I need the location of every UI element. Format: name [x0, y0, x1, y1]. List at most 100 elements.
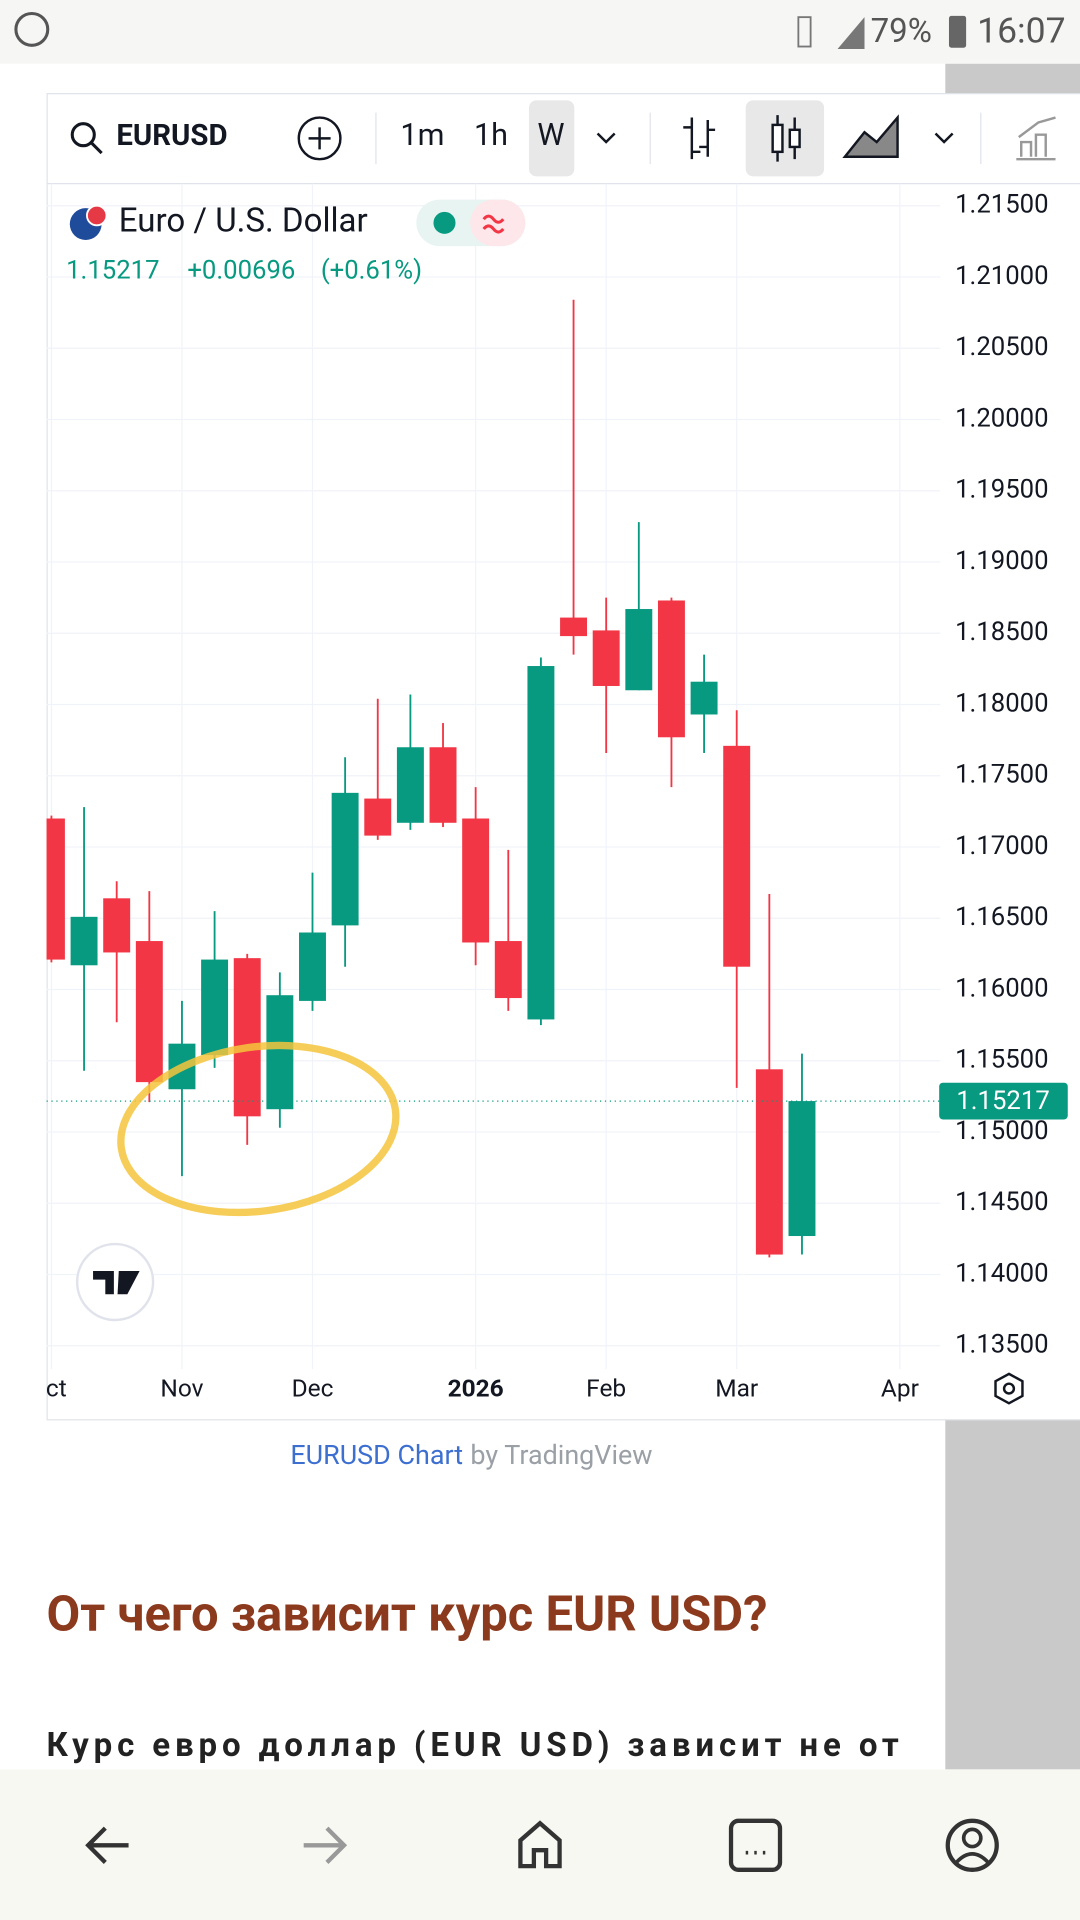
candle-body — [70, 916, 98, 966]
y-tick-label: 1.18500 — [955, 617, 1048, 647]
battery-icon — [948, 15, 967, 48]
candle-body — [788, 1101, 816, 1237]
interval[interactable]: 1h — [474, 118, 508, 153]
data-icon — [797, 16, 812, 48]
candle-body — [494, 941, 522, 999]
settings-icon[interactable] — [994, 1372, 1024, 1405]
clock: 16:07 — [977, 9, 1065, 51]
y-tick-label: 1.21000 — [955, 261, 1048, 291]
tradingview-logo-mark — [93, 1271, 140, 1295]
x-tick-label: Mar — [715, 1373, 758, 1402]
candles-icon-body — [771, 123, 784, 154]
interval-selected — [528, 100, 575, 177]
credit-text: by TradingView — [470, 1439, 652, 1471]
market-open-dot — [433, 211, 456, 234]
candle-body — [723, 745, 751, 967]
candle-body — [103, 898, 131, 953]
chart-widget — [46, 93, 1080, 1421]
y-tick-label: 1.15500 — [955, 1045, 1048, 1075]
y-tick-label: 1.17000 — [955, 831, 1048, 861]
x-tick-label: Nov — [160, 1373, 203, 1402]
y-tick-label: 1.15000 — [955, 1116, 1048, 1146]
home-button[interactable] — [518, 1820, 562, 1869]
delayed-icon — [482, 214, 505, 234]
forward-button[interactable] — [303, 1826, 348, 1864]
candle-body — [331, 792, 359, 926]
search-icon-handle — [90, 142, 103, 155]
article-paragraph: Курс евро доллар (EUR USD) зависит не от — [47, 1726, 899, 1765]
x-tick-label: ct — [46, 1373, 67, 1402]
profile-button[interactable] — [945, 1818, 999, 1872]
candles-icon-body — [788, 128, 801, 149]
chart-type-selected — [745, 100, 825, 177]
candle-body — [266, 995, 294, 1110]
candle-body — [690, 681, 718, 715]
y-tick-label: 1.17500 — [955, 760, 1048, 790]
price-change: +0.00696 — [187, 256, 295, 286]
symbol[interactable]: EURUSD — [116, 119, 227, 153]
bars-icon[interactable] — [683, 117, 716, 160]
nav-bar — [0, 1769, 1080, 1920]
add-compare[interactable] — [297, 116, 342, 161]
candle-body — [233, 958, 261, 1117]
candle-body — [462, 818, 490, 943]
y-tick-label: 1.20500 — [955, 332, 1048, 362]
candle-body — [527, 666, 555, 1020]
status-bar — [0, 0, 1080, 64]
y-tick-label: 1.20000 — [955, 403, 1048, 433]
y-tick-label: 1.19500 — [955, 475, 1048, 505]
candle-body — [135, 941, 163, 1083]
y-tick-label: 1.18000 — [955, 688, 1048, 718]
x-tick-label: Feb — [586, 1373, 626, 1402]
chart-type-menu[interactable] — [934, 132, 954, 144]
candle-body — [46, 818, 65, 960]
x-tick-label: Apr — [881, 1373, 919, 1402]
hand-drawn-circle — [117, 1041, 400, 1217]
settings-icon-center — [1002, 1382, 1016, 1395]
price-tag — [939, 1082, 1068, 1120]
search-icon[interactable] — [70, 122, 96, 148]
y-tick-label: 1.16000 — [955, 973, 1048, 1003]
candle-body — [592, 630, 620, 686]
candle-body — [429, 747, 457, 823]
profile-body — [954, 1852, 990, 1864]
article-heading: От чего зависит курс EUR USD? — [47, 1585, 768, 1642]
axes: 1.13500 1.14000 1.14500 1.15000 1.15500 1.160… — [46, 190, 1068, 1402]
interval[interactable]: W — [537, 118, 564, 153]
tabs-button[interactable] — [728, 1818, 783, 1872]
candle-body — [755, 1069, 783, 1255]
x-tick-label: 2026 — [448, 1373, 504, 1402]
symbol-flag-us — [86, 204, 108, 227]
area-icon[interactable] — [842, 114, 899, 158]
x-tick-label: Dec — [292, 1373, 334, 1402]
y-tick-label: 1.16500 — [955, 902, 1048, 932]
candle-body — [201, 959, 229, 1056]
viber-icon — [14, 11, 50, 47]
percent-change: (+0.61%) — [321, 256, 422, 286]
candle-body — [396, 747, 424, 823]
candle-body — [625, 609, 653, 691]
back-button[interactable] — [85, 1826, 129, 1864]
indicators-icon[interactable] — [1016, 116, 1056, 161]
profile-head — [961, 1827, 983, 1849]
candle-body — [364, 798, 392, 836]
interval[interactable]: 1m — [400, 118, 444, 153]
credit-link[interactable]: EURUSD Chart — [290, 1439, 463, 1471]
candle-body — [299, 932, 326, 1001]
y-tick-label: 1.14000 — [955, 1258, 1048, 1288]
credit: EURUSD Chart by TradingView — [290, 1439, 652, 1471]
y-tick-label: 1.21500 — [955, 190, 1048, 220]
last-price: 1.15217 — [66, 256, 159, 286]
candle-body — [560, 617, 588, 637]
plot — [46, 183, 941, 1369]
price-tag-label: 1.15217 — [956, 1086, 1049, 1116]
chart-title: Euro / U.S. Dollar — [119, 202, 368, 241]
y-tick-label: 1.14500 — [955, 1187, 1048, 1217]
add-compare-plus — [308, 127, 331, 150]
y-tick-label: 1.13500 — [955, 1330, 1048, 1360]
tradingview-logo[interactable] — [75, 1242, 155, 1322]
interval-menu[interactable] — [596, 132, 616, 144]
y-tick-label: 1.19000 — [955, 546, 1048, 576]
